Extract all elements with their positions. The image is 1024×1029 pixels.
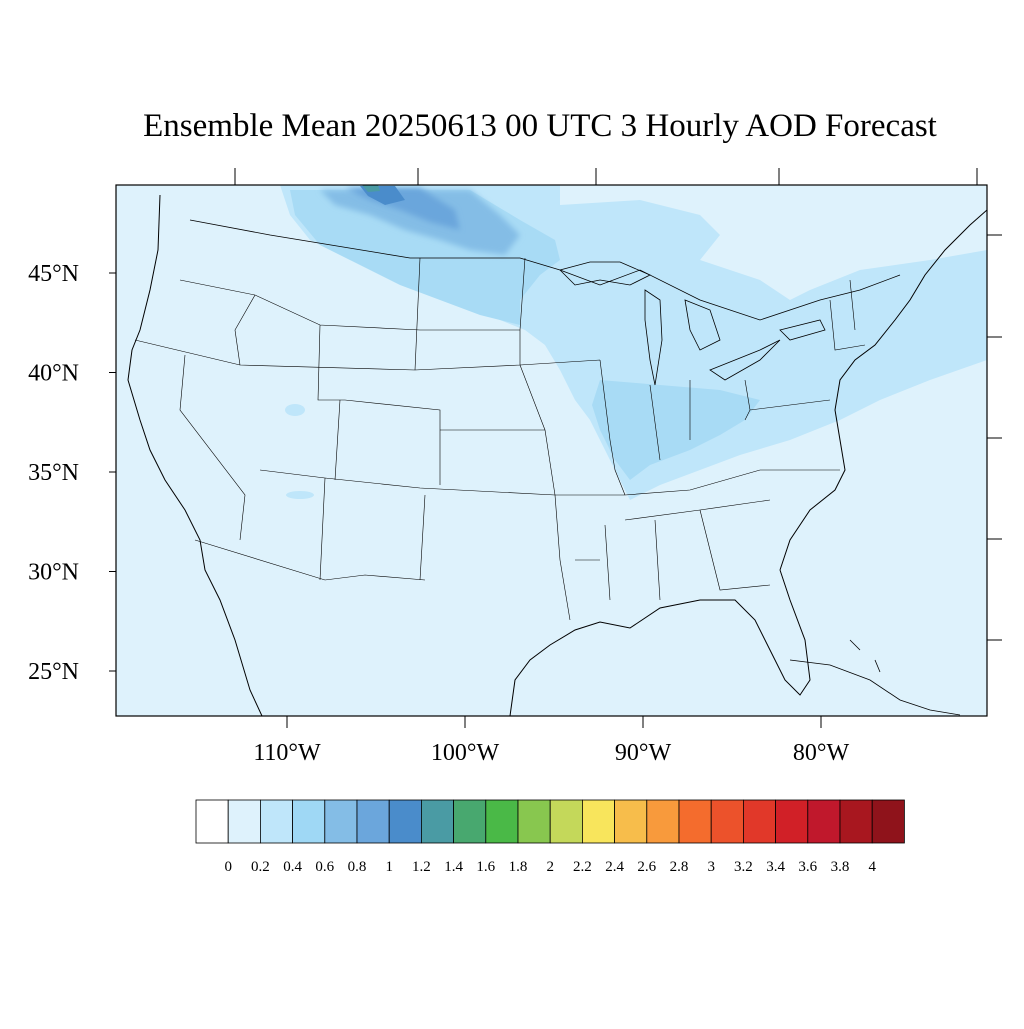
- colorbar-swatch: [388, 799, 422, 844]
- map-frame: [115, 184, 988, 717]
- colorbar-label: 1.4: [444, 859, 463, 875]
- colorbar-label: 0.4: [283, 859, 302, 875]
- colorbar-label: 0.6: [315, 859, 334, 875]
- colorbar-label: 1.6: [476, 859, 495, 875]
- colorbar-swatch: [614, 799, 648, 844]
- lat-tick-label: 40°N: [28, 361, 79, 387]
- colorbar-swatch: [259, 799, 293, 844]
- axis-ticks: [109, 168, 1002, 728]
- colorbar-label: 1: [385, 859, 393, 875]
- colorbar-label: 3: [707, 859, 715, 875]
- coastline-pacific: [127, 194, 263, 716]
- aod-patch: [285, 404, 305, 416]
- lon-axis: 110°W 100°W 90°W 80°W: [253, 740, 849, 766]
- colorbar-label: 0.8: [348, 859, 367, 875]
- boundaries: [127, 194, 987, 716]
- aod-contour-0.4-midwest: [592, 380, 760, 480]
- colorbar-swatch: [420, 799, 454, 844]
- lake-superior: [559, 261, 651, 286]
- colorbar-swatch: [743, 799, 777, 844]
- aod-contour-0.6: [320, 190, 520, 255]
- colorbar-label: 4: [868, 859, 876, 875]
- colorbar-swatch: [839, 799, 873, 844]
- aod-field: [280, 185, 987, 500]
- colorbar-swatch: [292, 799, 326, 844]
- colorbar-swatch: [227, 799, 261, 844]
- colorbar-swatch: [871, 799, 905, 844]
- aod-contour-1.2: [362, 185, 380, 192]
- colorbar-swatch: [356, 799, 390, 844]
- colorbar-label: 3.4: [766, 859, 785, 875]
- lon-tick-label: 110°W: [253, 740, 321, 766]
- colorbar-swatch: [195, 799, 229, 844]
- colorbar-swatch: [775, 799, 809, 844]
- colorbar-swatch: [646, 799, 680, 844]
- lake-erie: [709, 339, 781, 381]
- colorbar-label: 2.8: [670, 859, 689, 875]
- colorbar-swatch: [710, 799, 744, 844]
- colorbar-label: 1.2: [412, 859, 431, 875]
- lat-tick-label: 35°N: [28, 460, 79, 486]
- lat-axis: 45°N 40°N 35°N 30°N 25°N: [28, 261, 79, 685]
- coastline-gulf: [509, 569, 811, 716]
- colorbar-swatch: [678, 799, 712, 844]
- colorbar-swatch: [517, 799, 551, 844]
- colorbar-swatch: [582, 799, 616, 844]
- state-lines: [134, 257, 866, 621]
- lon-tick-label: 80°W: [793, 740, 850, 766]
- colorbar-label: 1.8: [509, 859, 528, 875]
- lat-tick-label: 30°N: [28, 560, 79, 586]
- border-canada: [189, 219, 901, 321]
- lake-ontario: [779, 319, 826, 341]
- lat-tick-label: 25°N: [28, 659, 79, 685]
- coastline-atlantic: [779, 209, 987, 571]
- colorbar-swatch: [453, 799, 487, 844]
- colorbar-swatch: [549, 799, 583, 844]
- map-title: Ensemble Mean 20250613 00 UTC 3 Hourly A…: [143, 108, 937, 144]
- aod-patch: [286, 491, 314, 499]
- colorbar-label: 2.2: [573, 859, 592, 875]
- lake-michigan: [644, 289, 663, 386]
- cuba: [789, 659, 961, 716]
- aod-patch: [950, 298, 987, 322]
- lon-tick-label: 90°W: [615, 740, 672, 766]
- colorbar-label: 0.2: [251, 859, 270, 875]
- colorbar-label: 3.2: [734, 859, 753, 875]
- colorbar-swatch: [324, 799, 358, 844]
- colorbar: 0 0.2 0.4 0.6 0.8 1 1.2 1.4 1.6 1.8 2 2.2 2.4 2.6 2.8 3…: [195, 799, 905, 875]
- colorbar-label: 3.8: [831, 859, 850, 875]
- colorbar-label: 3.6: [798, 859, 817, 875]
- colorbar-swatch: [485, 799, 519, 844]
- colorbar-label: 0: [224, 859, 232, 875]
- colorbar-label: 2: [546, 859, 554, 875]
- lat-tick-label: 45°N: [28, 261, 79, 287]
- lon-tick-label: 100°W: [431, 740, 500, 766]
- bahamas: [849, 639, 881, 673]
- colorbar-label: 2.6: [637, 859, 656, 875]
- lake-huron: [684, 299, 721, 351]
- colorbar-label: 2.4: [605, 859, 624, 875]
- colorbar-swatch: [807, 799, 841, 844]
